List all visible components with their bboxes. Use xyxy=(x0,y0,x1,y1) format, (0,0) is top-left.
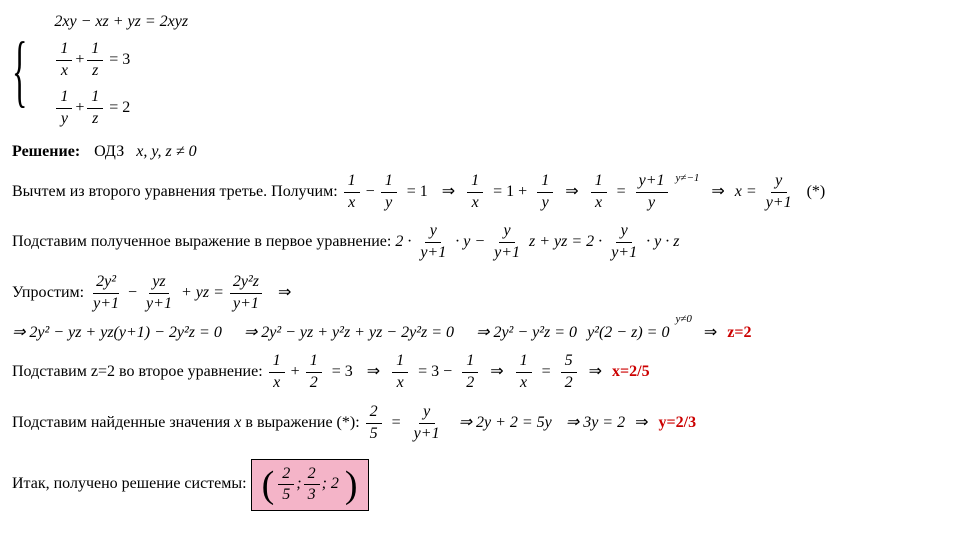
text: в выражение (*): xyxy=(245,413,359,434)
math: · y − xyxy=(455,232,485,253)
frac: 1x xyxy=(56,39,72,82)
math: ⇒ 2y² − y²z = 0 xyxy=(476,323,577,344)
step-subst-first: Подставим полученное выражение в первое … xyxy=(12,221,942,264)
text: Упростим: xyxy=(12,283,84,304)
frac: 1y xyxy=(56,87,72,130)
frac: 1z xyxy=(87,87,103,130)
solution-label: Решение: xyxy=(12,142,80,163)
rhs: = 2 xyxy=(109,98,130,119)
step-subst-z: Подставим z=2 во второе уравнение: 1x + … xyxy=(12,351,942,394)
frac: yzy+1 xyxy=(143,272,175,315)
final-label: Итак, получено решение системы: xyxy=(12,474,247,495)
arrow-icon: ⇒ xyxy=(490,362,503,383)
arrow-icon: ⇒ xyxy=(589,362,602,383)
eq: = xyxy=(542,362,551,383)
system-eq1: 2xy − xz + yz = 2xyz xyxy=(54,12,188,33)
step-expand: ⇒ 2y² − yz + yz(y+1) − 2y²z = 0 ⇒ 2y² − … xyxy=(12,323,942,344)
frac: 25 xyxy=(278,464,294,507)
eq: = 1 + xyxy=(493,182,527,203)
frac: 1x xyxy=(516,351,532,394)
var-x: x xyxy=(234,413,241,434)
frac: yy+1 xyxy=(411,402,443,445)
frac: yy+1 xyxy=(608,221,640,264)
text: Вычтем из второго уравнения третье. Полу… xyxy=(12,182,338,203)
odz-label: ОДЗ xyxy=(94,142,124,163)
arrow-icon: ⇒ xyxy=(704,323,717,344)
math: ⇒ 2y² − yz + yz(y+1) − 2y²z = 0 xyxy=(12,323,222,344)
op: + xyxy=(74,98,85,119)
result-y: y=2/3 xyxy=(659,413,697,434)
frac: 2y²zy+1 xyxy=(230,272,262,315)
sep: ; xyxy=(296,474,301,495)
frac: 25 xyxy=(366,402,382,445)
frac: 23 xyxy=(304,464,320,507)
step-subtract: Вычтем из второго уравнения третье. Полу… xyxy=(12,171,942,214)
op: − xyxy=(128,283,137,304)
frac: 1x xyxy=(344,171,360,214)
math: ⇒ 3y = 2 xyxy=(566,413,625,434)
math: 2 · xyxy=(395,232,411,253)
arrow-icon: ⇒ xyxy=(565,182,578,203)
arrow-icon: ⇒ xyxy=(442,182,455,203)
rhs: = 3 xyxy=(109,50,130,71)
eq: = 3 xyxy=(332,362,353,383)
eq: = xyxy=(392,413,401,434)
frac: 52 xyxy=(561,351,577,394)
text: Подставим z=2 во второе уравнение: xyxy=(12,362,263,383)
frac: yy+1 xyxy=(491,221,523,264)
frac: y+1y xyxy=(636,171,668,214)
op: + xyxy=(291,362,300,383)
math: ⇒ 2y + 2 = 5y xyxy=(459,413,552,434)
equation-system: { 2xy − xz + yz = 2xyz 1x + 1z = 3 1y + … xyxy=(12,10,942,132)
odz-condition: x, y, z ≠ 0 xyxy=(136,142,196,163)
arrow-icon: ⇒ xyxy=(711,182,724,203)
step-simplify: Упростим: 2y²y+1 − yzy+1 + yz = 2y²zy+1 … xyxy=(12,272,942,315)
eq: = xyxy=(617,182,626,203)
eq: x = xyxy=(735,182,757,203)
math: ⇒ 2y² − yz + y²z + yz − 2y²z = 0 xyxy=(244,323,454,344)
star-ref: (*) xyxy=(807,182,826,203)
op: + yz = xyxy=(181,283,224,304)
frac: 1x xyxy=(591,171,607,214)
frac: 1x xyxy=(392,351,408,394)
frac: 1y xyxy=(537,171,553,214)
step-subst-x: Подставим найденные значения x в выражен… xyxy=(12,402,942,445)
math: y²(2 − z) = 0 xyxy=(587,323,669,344)
paren-right-icon: ) xyxy=(345,470,358,500)
op: − xyxy=(366,182,375,203)
final-answer-row: Итак, получено решение системы: ( 25 ; 2… xyxy=(12,459,942,512)
frac: yy+1 xyxy=(417,221,449,264)
system-rows: 2xy − xz + yz = 2xyz 1x + 1z = 3 1y + 1z… xyxy=(54,10,188,132)
frac: 1y xyxy=(381,171,397,214)
math: z + yz = 2 · xyxy=(529,232,602,253)
frac: 12 xyxy=(462,351,478,394)
frac: 2y²y+1 xyxy=(90,272,122,315)
val: 2 xyxy=(331,474,339,495)
condition-note: y≠0 xyxy=(675,312,691,326)
arrow-icon: ⇒ xyxy=(278,283,291,304)
text: Подставим найденные значения xyxy=(12,413,230,434)
system-eq3: 1y + 1z = 2 xyxy=(54,87,188,130)
frac: 12 xyxy=(306,351,322,394)
arrow-icon: ⇒ xyxy=(367,362,380,383)
eq: = 1 xyxy=(407,182,428,203)
frac: yy+1 xyxy=(763,171,795,214)
condition-note: y≠−1 xyxy=(676,171,700,185)
arrow-icon: ⇒ xyxy=(635,413,648,434)
text: Подставим полученное выражение в первое … xyxy=(12,232,391,253)
eq: = 3 − xyxy=(418,362,452,383)
frac: 1z xyxy=(87,39,103,82)
frac: 1x xyxy=(467,171,483,214)
paren-left-icon: ( xyxy=(262,470,275,500)
answer-box: ( 25 ; 23 ; 2 ) xyxy=(251,459,369,512)
solution-header: Решение: ОДЗ x, y, z ≠ 0 xyxy=(12,142,942,163)
result-x: x=2/5 xyxy=(612,362,650,383)
frac: 1x xyxy=(269,351,285,394)
system-eq2: 1x + 1z = 3 xyxy=(54,39,188,82)
op: + xyxy=(74,50,85,71)
math: · y · z xyxy=(646,232,679,253)
sep: ; xyxy=(322,474,327,495)
brace-icon: { xyxy=(12,10,27,132)
result-z: z=2 xyxy=(727,323,751,344)
